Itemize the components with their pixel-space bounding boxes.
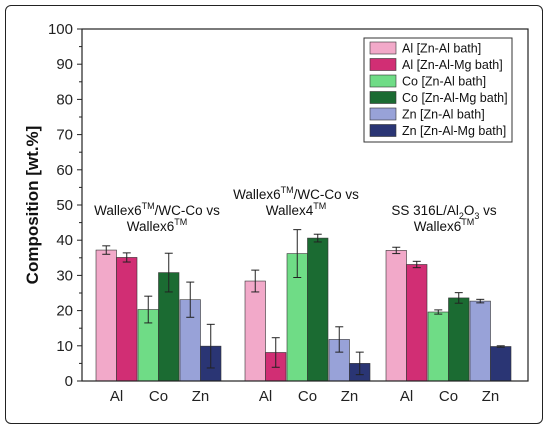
bar-al-zn-al <box>244 280 266 382</box>
legend-label: Co [Zn-Al bath] <box>402 75 486 89</box>
legend-label: Al [Zn-Al-Mg bath] <box>402 58 503 72</box>
legend-label: Al [Zn-Al bath] <box>402 42 481 56</box>
legend-label: Co [Zn-Al-Mg bath] <box>402 91 508 105</box>
bar-al-zn-al-mg <box>116 257 138 382</box>
annotation-part: 2 <box>459 211 464 221</box>
annotation-part: TM <box>461 217 474 227</box>
group-annotations: Wallex6TM/WC-Co vsWallex6TMWallex6TM/WC-… <box>94 185 497 234</box>
y-tick-label: 10 <box>56 338 73 355</box>
group-annotation-line1: Wallex6TM/WC-Co vs <box>233 185 359 202</box>
y-tick-label: 80 <box>56 91 73 108</box>
y-tick-label: 50 <box>56 197 73 214</box>
bar-co-zn-al-mg <box>307 237 329 382</box>
x-tick-labels: Al Co Zn Al Co Zn Al Co Zn <box>110 388 499 405</box>
y-tick-label: 20 <box>56 303 73 320</box>
x-tick-label-zn: Zn <box>482 388 500 405</box>
legend-label: Zn [Zn-Al-Mg bath] <box>402 124 506 138</box>
y-tick-label: 30 <box>56 267 73 284</box>
annotation-part: TM <box>313 201 326 211</box>
y-tick-label: 0 <box>65 373 73 390</box>
bar-al-zn-al <box>95 249 117 382</box>
x-tick-label-zn: Zn <box>341 388 359 405</box>
y-tick-label: 60 <box>56 162 73 179</box>
bar-zn-zn-al <box>469 300 491 382</box>
group-annotation-line1: Wallex6TM/WC-Co vs <box>94 201 220 218</box>
y-tick-label: 100 <box>48 21 73 38</box>
annotation-part: TM <box>142 201 155 211</box>
annotation-part: Wallex6 <box>127 219 175 234</box>
x-tick-label-al: Al <box>110 388 123 405</box>
annotation-part: TM <box>174 217 187 227</box>
annotation-part: 3 <box>474 211 479 221</box>
legend-swatch <box>369 91 397 104</box>
annotation-part: Wallex6 <box>233 187 281 202</box>
y-axis-label: Composition [wt.%] <box>23 126 42 285</box>
annotation-part: O <box>464 203 475 218</box>
x-tick-label-al: Al <box>259 388 272 405</box>
y-tick-label: 90 <box>56 56 73 73</box>
annotation-part: TM <box>281 185 294 195</box>
group-annotation-line2: Wallex6TM <box>414 217 475 234</box>
bar-zn-zn-al-mg <box>490 346 512 382</box>
y-ticks: 0 10 20 30 40 50 60 70 80 90 100 <box>48 21 82 390</box>
y-tick-label: 40 <box>56 232 73 249</box>
error-bars-layer <box>102 229 505 376</box>
x-tick-label-co: Co <box>298 388 317 405</box>
x-tick-label-co: Co <box>439 388 458 405</box>
annotation-part: /WC-Co vs <box>155 203 220 218</box>
legend: Al [Zn-Al bath] Al [Zn-Al-Mg bath] Co [Zn-… <box>363 37 513 143</box>
group-annotation-line1: SS 316L/Al2O3 vs <box>391 203 497 221</box>
y-tick-label: 70 <box>56 127 73 144</box>
annotation-part: Wallex6 <box>414 219 462 234</box>
bar-co-zn-al-mg <box>448 297 470 382</box>
annotation-part: vs <box>479 203 497 218</box>
x-tick-label-co: Co <box>149 388 168 405</box>
legend-swatch <box>369 124 397 137</box>
x-tick-label-al: Al <box>400 388 413 405</box>
legend-label: Zn [Zn-Al bath] <box>402 108 485 122</box>
annotation-part: Wallex4 <box>266 203 314 218</box>
bar-al-zn-al-mg <box>406 264 428 382</box>
legend-swatch <box>369 107 397 121</box>
annotation-part: SS 316L/Al <box>391 203 459 218</box>
bar-co-zn-al <box>427 311 449 382</box>
annotation-part: /WC-Co vs <box>294 187 359 202</box>
x-tick-label-zn: Zn <box>192 388 210 405</box>
legend-swatch <box>369 58 397 71</box>
bars-layer <box>95 237 512 382</box>
bar-al-zn-al <box>385 250 407 382</box>
group-annotation-line2: Wallex4TM <box>266 201 327 218</box>
group-annotation-line2: Wallex6TM <box>127 217 188 234</box>
figure-frame <box>5 5 543 424</box>
legend-swatch <box>369 74 397 88</box>
annotation-part: Wallex6 <box>94 203 142 218</box>
legend-swatch <box>369 41 397 55</box>
